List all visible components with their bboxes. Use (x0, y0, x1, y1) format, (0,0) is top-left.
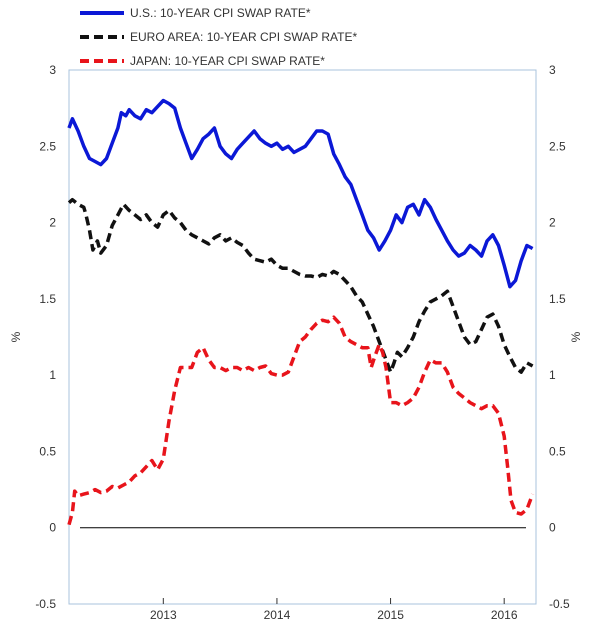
series-line-us (67, 98, 534, 289)
right-axis-unit: % (569, 331, 583, 342)
legend: U.S.: 10-YEAR CPI SWAP RATE* EURO AREA: … (80, 6, 358, 68)
x-axis: 2013 2014 2015 2016 (150, 598, 518, 622)
y-tick-label-left: 0.5 (39, 444, 56, 458)
series-lines (67, 98, 535, 526)
right-y-axis: -0.5 0 0.5 1 1.5 2 2.5 3 (549, 63, 570, 611)
legend-item-euro-area: EURO AREA: 10-YEAR CPI SWAP RATE* (80, 30, 358, 44)
y-tick-label-left: 2 (49, 216, 56, 230)
legend-label-japan: JAPAN: 10-YEAR CPI SWAP RATE* (130, 54, 325, 68)
legend-label-us: U.S.: 10-YEAR CPI SWAP RATE* (130, 6, 311, 20)
legend-item-japan: JAPAN: 10-YEAR CPI SWAP RATE* (80, 54, 325, 68)
y-tick-label-right: 2 (549, 216, 556, 230)
y-tick-label-left: -0.5 (35, 597, 56, 611)
x-tick-label: 2016 (491, 608, 518, 622)
y-tick-label-right: 1.5 (549, 292, 566, 306)
legend-item-us: U.S.: 10-YEAR CPI SWAP RATE* (80, 6, 311, 20)
series-line-euro-area (67, 197, 534, 374)
y-tick-label-right: -0.5 (549, 597, 570, 611)
x-tick-label: 2014 (264, 608, 291, 622)
x-tick-label: 2015 (377, 608, 404, 622)
x-tick-label: 2013 (150, 608, 177, 622)
y-tick-label-right: 3 (549, 63, 556, 77)
y-tick-label-left: 1 (49, 368, 56, 382)
y-tick-label-left: 2.5 (39, 139, 56, 153)
left-axis-unit: % (9, 331, 23, 342)
y-tick-label-right: 2.5 (549, 139, 566, 153)
left-y-axis: -0.5 0 0.5 1 1.5 2 2.5 3 (35, 63, 56, 611)
y-tick-label-left: 0 (49, 521, 56, 535)
plot-frame (68, 69, 537, 605)
series-line-japan (67, 315, 535, 526)
y-tick-label-left: 1.5 (39, 292, 56, 306)
y-tick-label-left: 3 (49, 63, 56, 77)
y-tick-label-right: 0.5 (549, 444, 566, 458)
legend-label-euro-area: EURO AREA: 10-YEAR CPI SWAP RATE* (130, 30, 358, 44)
y-tick-label-right: 0 (549, 521, 556, 535)
y-tick-label-right: 1 (549, 368, 556, 382)
